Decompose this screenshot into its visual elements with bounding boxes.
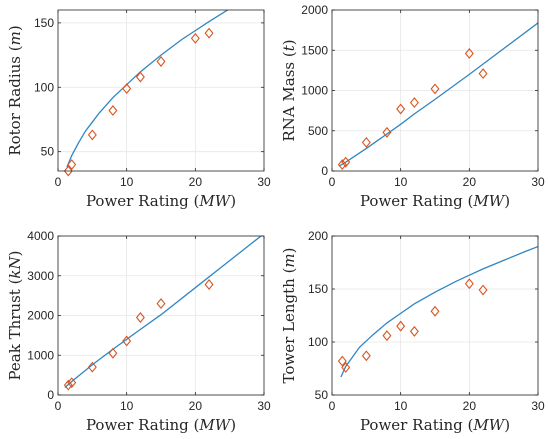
fit-curve [338, 22, 538, 167]
y-tick-label: 150 [34, 16, 54, 30]
data-point-diamond [204, 27, 214, 39]
y-axis-label: Peak Thrust (kN) [6, 250, 24, 380]
x-tick-label: 0 [329, 175, 336, 189]
x-axis-label: Power Rating (MW) [86, 192, 236, 210]
data-point-diamond [478, 68, 488, 80]
data-point-diamond [122, 83, 132, 95]
data-point-diamond [63, 165, 73, 177]
data-point-diamond [156, 298, 166, 310]
data-point-diamond [87, 129, 97, 141]
x-tick-label: 20 [463, 175, 477, 189]
data-point-diamond [67, 377, 77, 389]
chart-panel-tower-length: 0 10 20 30 50 100 150 200 Power Rating (MW) Tower… [280, 229, 545, 434]
data-point-diamond [156, 56, 166, 67]
data-point-diamond [382, 330, 392, 342]
data-point-diamond [190, 32, 200, 44]
data-point-diamond [464, 48, 474, 59]
y-tick-label: 2000 [301, 3, 328, 17]
data-point-diamond [478, 284, 488, 296]
y-tick-label: 0 [321, 164, 328, 178]
x-tick-label: 20 [189, 175, 203, 189]
x-axis-label: Power Rating (MW) [86, 416, 236, 434]
data-point-diamond [361, 350, 371, 362]
y-tick-label: 1000 [27, 348, 54, 362]
fit-curve [64, 236, 263, 388]
data-point-diamond [63, 379, 73, 391]
data-point-diamond [135, 312, 145, 323]
y-tick-label: 0 [47, 388, 54, 402]
x-tick-label: 0 [55, 399, 62, 413]
y-tick-label: 1000 [301, 84, 328, 98]
data-point-diamond [341, 361, 351, 373]
x-tick-label: 10 [120, 175, 134, 189]
data-point-diamond [430, 305, 440, 317]
data-point-diamond [396, 103, 406, 115]
data-point-diamond [409, 325, 419, 337]
y-tick-label: 100 [308, 335, 328, 349]
x-tick-label: 10 [394, 175, 408, 189]
y-tick-label: 1500 [301, 43, 328, 57]
x-tick-label: 30 [531, 175, 545, 189]
fit-curve [66, 10, 229, 168]
data-point-diamond [409, 97, 419, 109]
x-tick-label: 10 [120, 399, 134, 413]
y-tick-label: 50 [41, 145, 55, 159]
x-tick-label: 20 [463, 399, 477, 413]
data-point-diamond [122, 335, 132, 347]
axes-frame [57, 9, 265, 172]
chart-panel-rna-mass: 0 10 20 30 0 500 1000 1500 2000 Power Rating (MW)… [280, 3, 545, 210]
data-point-diamond [337, 159, 347, 171]
x-tick-label: 0 [55, 175, 62, 189]
chart-panel-rotor-radius: 0 10 20 30 50 100 150 Power Rating (MW) Rotor Ra… [6, 9, 271, 210]
data-point-diamond [204, 279, 214, 290]
data-point-diamond [361, 136, 371, 148]
y-tick-label: 4000 [27, 229, 54, 243]
y-axis-label: RNA Mass (t) [280, 39, 298, 141]
x-tick-label: 0 [329, 399, 336, 413]
data-point-diamond [67, 159, 77, 171]
y-tick-label: 2000 [27, 309, 54, 323]
x-tick-label: 30 [257, 399, 271, 413]
y-axis-label: Rotor Radius (m) [6, 25, 24, 155]
data-point-diamond [135, 71, 145, 83]
data-point-diamond [430, 83, 440, 95]
data-point-diamond [464, 278, 474, 290]
data-point-diamond [87, 361, 97, 373]
data-point-diamond [341, 156, 351, 168]
axes-frame [331, 235, 539, 396]
y-tick-label: 3000 [27, 269, 54, 283]
data-point-diamond [396, 320, 406, 332]
chart-panel-peak-thrust: 0 10 20 30 0 1000 2000 3000 4000 Power Rating (MW… [6, 229, 271, 434]
x-tick-label: 30 [531, 399, 545, 413]
data-point-diamond [108, 347, 118, 359]
x-tick-label: 10 [394, 399, 408, 413]
y-tick-label: 150 [308, 282, 328, 296]
y-tick-label: 50 [315, 388, 329, 402]
data-point-diamond [337, 355, 347, 367]
data-point-diamond [382, 126, 392, 138]
data-point-diamond [108, 104, 118, 116]
x-axis-label: Power Rating (MW) [360, 416, 510, 434]
x-axis-label: Power Rating (MW) [360, 192, 510, 210]
x-tick-label: 20 [189, 399, 203, 413]
x-tick-label: 30 [257, 175, 271, 189]
y-tick-label: 200 [308, 229, 328, 243]
fit-curve [340, 245, 538, 378]
y-tick-label: 500 [308, 124, 328, 138]
y-tick-label: 100 [34, 80, 54, 94]
y-axis-label: Tower Length (m) [280, 247, 298, 383]
